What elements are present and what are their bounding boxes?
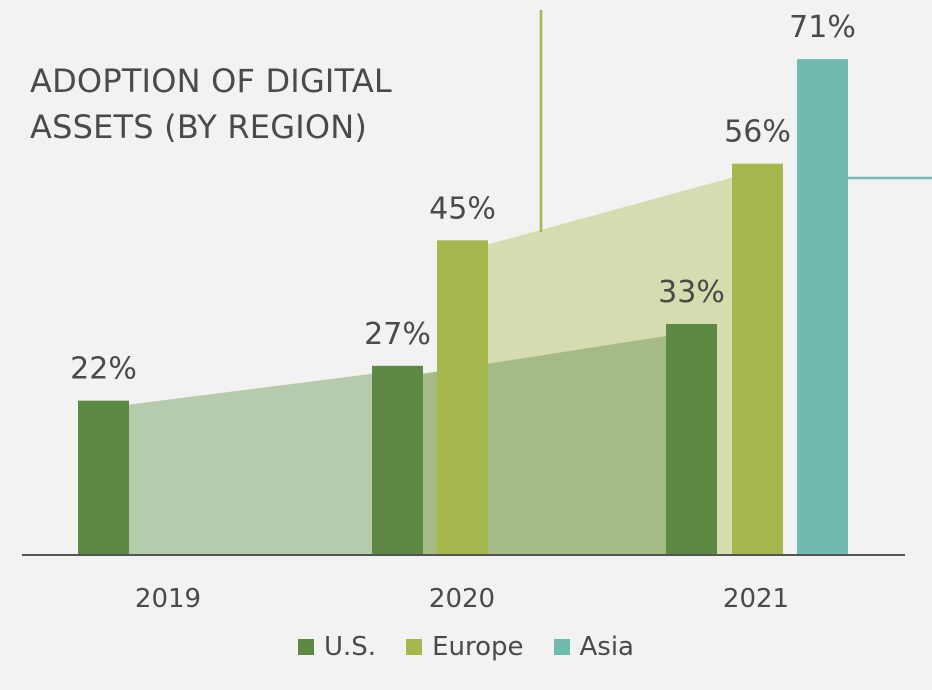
area-us-growth-2019-2020 <box>129 373 372 554</box>
chart-title-line-2: ASSETS (BY REGION) <box>30 108 368 146</box>
value-label-europe-2020: 45% <box>429 191 496 226</box>
value-label-europe-2021: 56% <box>724 115 791 150</box>
legend-label-asia: Asia <box>579 632 635 662</box>
value-label-us-2020: 27% <box>364 317 431 352</box>
legend-label-europe: Europe <box>432 632 524 662</box>
chart-title-line-1: ADOPTION OF DIGITAL <box>30 62 392 100</box>
legend-swatch-europe <box>406 639 423 655</box>
x-tick-label-2019: 2019 <box>135 584 201 614</box>
legend-item-europe: Europe <box>406 632 524 662</box>
legend-item-asia: Asia <box>553 632 635 662</box>
legend-item-us: U.S. <box>297 632 377 662</box>
bar-europe-2021 <box>732 163 783 554</box>
bar-us-2021 <box>666 323 717 554</box>
x-tick-label-2021: 2021 <box>723 584 789 614</box>
bar-europe-2020 <box>437 240 488 554</box>
legend-label-us: U.S. <box>323 632 377 662</box>
bar-asia-2021 <box>797 59 848 554</box>
legend-swatch-asia <box>553 639 570 655</box>
legend: U.S. Europe Asia <box>0 632 932 662</box>
value-label-us-2021: 33% <box>658 275 725 310</box>
bar-us-2019 <box>78 400 129 554</box>
chart-title: ADOPTION OF DIGITAL ASSETS (BY REGION) <box>30 58 392 150</box>
bar-us-2020 <box>372 365 423 554</box>
legend-swatch-us <box>297 639 314 655</box>
value-label-asia-2021: 71% <box>789 10 856 45</box>
value-label-us-2019: 22% <box>70 352 137 387</box>
x-tick-label-2020: 2020 <box>429 584 495 614</box>
